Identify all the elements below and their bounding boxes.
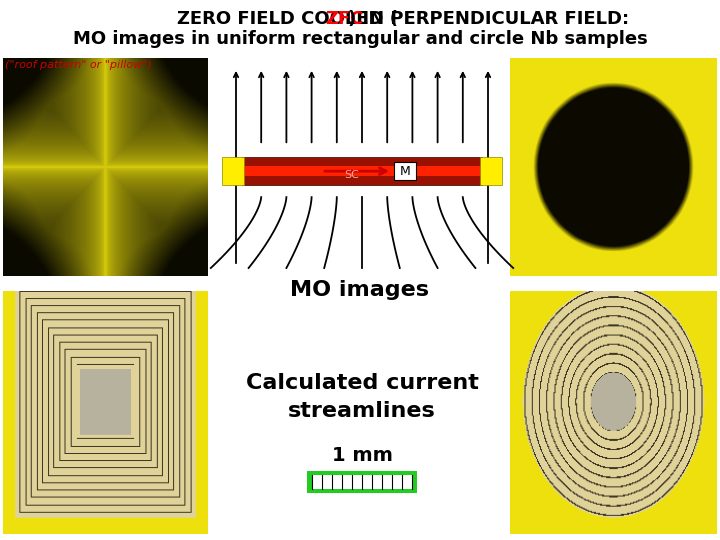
Bar [307,471,417,494]
Bar [228,63,496,271]
Bar [394,162,416,180]
Bar [312,475,412,489]
Text: ZERO FIELD COOLED (: ZERO FIELD COOLED ( [176,10,397,28]
Text: ZFC: ZFC [325,10,364,28]
Text: MO images: MO images [290,280,430,300]
Text: 1 mm: 1 mm [332,446,392,465]
Text: Calculated current: Calculated current [246,373,478,393]
Text: ) IN PERPENDICULAR FIELD:: ) IN PERPENDICULAR FIELD: [348,10,629,28]
Text: MO images in uniform rectangular and circle Nb samples: MO images in uniform rectangular and cir… [73,30,647,48]
Bar [222,157,244,185]
Bar [480,157,502,185]
Bar [242,166,482,176]
Text: streamlines: streamlines [288,401,436,421]
Text: ("roof pattern" or "pillow"): ("roof pattern" or "pillow") [5,60,152,70]
Text: SC: SC [345,170,359,180]
Text: M: M [400,165,410,178]
Bar [242,157,482,185]
